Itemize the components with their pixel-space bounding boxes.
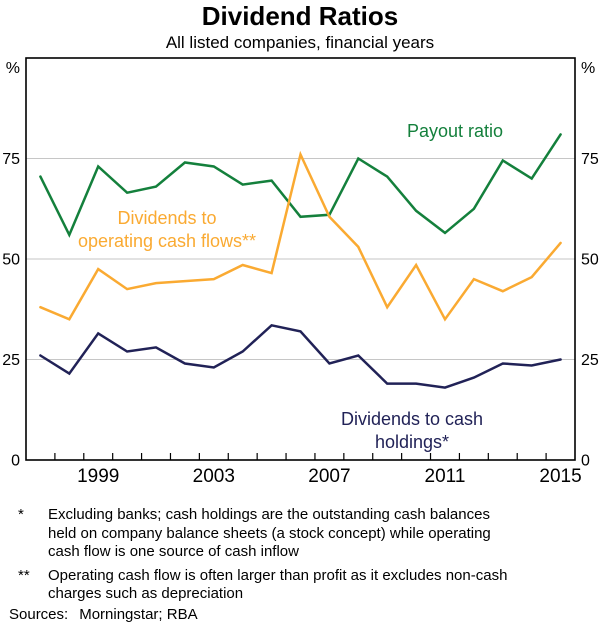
footnote-text: Operating cash flow is often larger than…	[48, 566, 508, 603]
sources-line: Sources: Morningstar; RBA	[9, 606, 198, 624]
y-axis-unit-right: %	[581, 60, 595, 77]
line-chart: 0 25 50 75 0 25 50 75 1999 2003 2007 2011 2015 % %	[2, 57, 599, 487]
y-axis-labels-right: 0 25 50 75	[581, 151, 599, 470]
footnotes: * Excluding banks; cash holdings are the …	[18, 506, 578, 609]
gridlines	[26, 158, 575, 360]
y-tick-label-right: 25	[581, 352, 599, 369]
footnote-marker: *	[18, 506, 24, 523]
series-label-dividends-to-cash-holdings: Dividends to cash holdings*	[340, 409, 484, 452]
series-line-payout-ratio	[39, 133, 562, 238]
footnote-text: Excluding banks; cash holdings are the o…	[48, 506, 491, 560]
chart-title: Dividend Ratios	[201, 1, 399, 31]
x-axis-labels: 1999 2003 2007 2011 2015	[77, 466, 582, 487]
y-tick-label-left: 50	[2, 252, 20, 269]
series-line-dividends-to-operating-cash-flows	[39, 150, 562, 322]
y-tick-label-right: 50	[581, 252, 599, 269]
chart-subtitle: All listed companies, financial years	[165, 33, 435, 52]
series-label-dividends-to-operating-cash-flows: Dividends to operating cash flows**	[77, 208, 257, 251]
series-lines	[39, 133, 562, 389]
x-tick-label-1999: 1999	[77, 466, 119, 487]
y-axis-labels-left: 0 25 50 75	[2, 151, 20, 470]
y-tick-label-right: 0	[581, 453, 590, 470]
footnote: * Excluding banks; cash holdings are the …	[18, 506, 578, 562]
x-tick-label-2003: 2003	[193, 466, 235, 487]
footnote-marker: **	[18, 566, 30, 584]
plot-frame	[25, 57, 576, 461]
series-label-payout-ratio: Payout ratio	[406, 121, 504, 141]
y-tick-label-right: 75	[581, 151, 599, 168]
x-tick-label-2007: 2007	[308, 466, 350, 487]
x-tick-label-2011: 2011	[425, 466, 466, 487]
sources-text: Morningstar; RBA	[79, 606, 198, 623]
series-line-dividends-to-cash-holdings	[39, 323, 562, 389]
x-axis-ticks	[54, 453, 547, 460]
x-tick-label-2015: 2015	[539, 466, 581, 487]
y-tick-label-left: 0	[11, 453, 20, 470]
y-axis-unit-left: %	[6, 60, 20, 77]
footnote: ** Operating cash flow is often larger th…	[18, 567, 578, 604]
sources-label: Sources:	[9, 606, 69, 623]
y-tick-label-left: 25	[2, 352, 20, 369]
y-tick-label-left: 75	[2, 151, 20, 168]
